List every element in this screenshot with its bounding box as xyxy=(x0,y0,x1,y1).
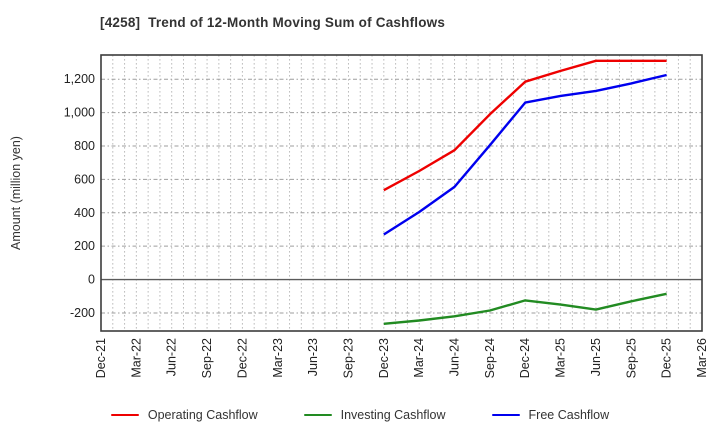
y-tick-label: -200 xyxy=(70,306,95,320)
x-tick-label: Dec-24 xyxy=(518,338,532,378)
investing-cashflow-line-swatch xyxy=(303,413,332,417)
y-tick-label: 600 xyxy=(74,172,95,186)
free-cashflow-line-swatch xyxy=(491,413,520,417)
x-tick-label: Sep-24 xyxy=(483,338,497,378)
series-line-free-cashflow xyxy=(383,73,667,236)
x-tick-label: Sep-25 xyxy=(624,338,638,378)
x-tick-label: Dec-25 xyxy=(660,338,674,378)
x-tick-label: Dec-23 xyxy=(377,338,391,378)
series-line-operating-cashflow xyxy=(383,59,667,192)
legend: Operating Cashflow Investing Cashflow Fr… xyxy=(0,404,720,426)
x-tick-label: Jun-23 xyxy=(306,338,320,376)
x-tick-label: Mar-23 xyxy=(271,338,285,378)
y-tick-label: 800 xyxy=(74,139,95,153)
y-tick-label: 1,000 xyxy=(64,106,95,120)
x-tick-label: Jun-24 xyxy=(448,338,462,376)
x-tick-label: Dec-21 xyxy=(94,338,108,378)
x-tick-label: Mar-24 xyxy=(412,338,426,378)
y-tick-label: 0 xyxy=(88,273,95,287)
legend-label-operating: Operating Cashflow xyxy=(147,408,258,422)
operating-cashflow-line-swatch xyxy=(110,413,139,417)
x-tick-label: Mar-26 xyxy=(695,338,709,378)
y-tick-label: 400 xyxy=(74,206,95,220)
y-tick-label: 1,200 xyxy=(64,72,95,86)
legend-item-investing-cashflow: Investing Cashflow xyxy=(303,408,446,422)
x-tick-label: Jun-22 xyxy=(165,338,179,376)
series-line-investing-cashflow xyxy=(383,292,667,325)
legend-item-free-cashflow: Free Cashflow xyxy=(491,408,610,422)
x-tick-label: Mar-22 xyxy=(129,338,143,378)
legend-item-operating-cashflow: Operating Cashflow xyxy=(110,408,258,422)
x-tick-label: Sep-22 xyxy=(200,338,214,378)
legend-label-free: Free Cashflow xyxy=(528,408,610,422)
chart-title: [4258] Trend of 12-Month Moving Sum of C… xyxy=(100,15,446,30)
x-tick-label: Sep-23 xyxy=(341,338,355,378)
x-tick-label: Jun-25 xyxy=(589,338,603,376)
x-tick-label: Mar-25 xyxy=(554,338,568,378)
y-tick-label: 200 xyxy=(74,239,95,253)
legend-label-investing: Investing Cashflow xyxy=(340,408,446,422)
x-tick-label: Dec-22 xyxy=(235,338,249,378)
plot-frame xyxy=(100,54,703,332)
